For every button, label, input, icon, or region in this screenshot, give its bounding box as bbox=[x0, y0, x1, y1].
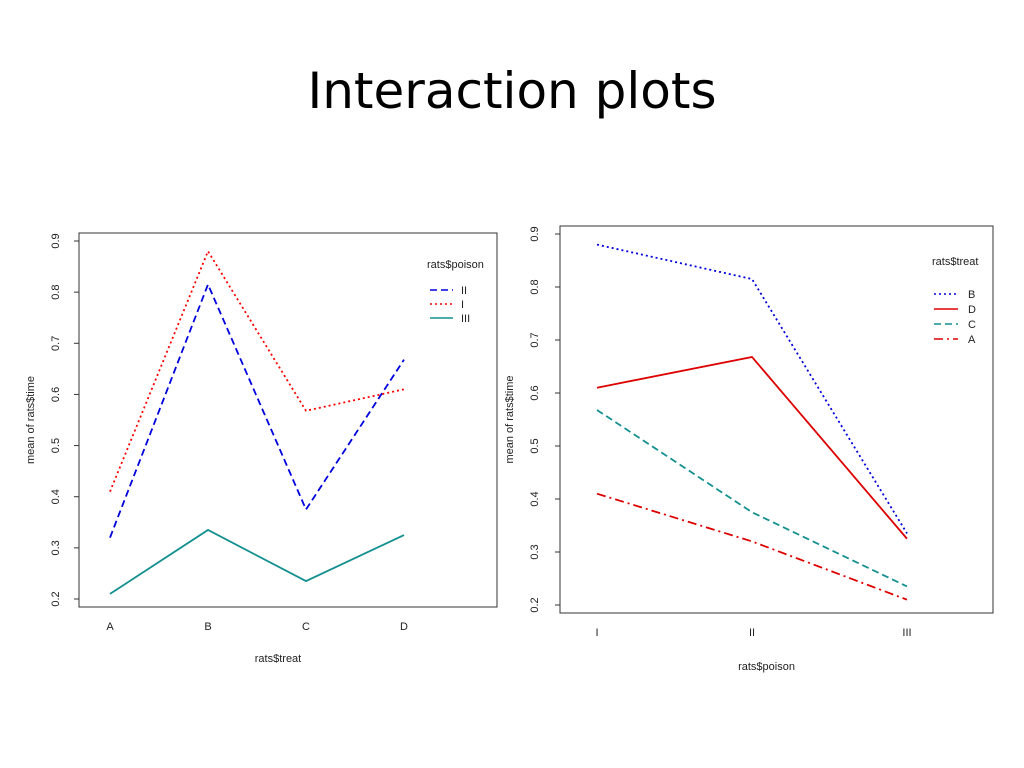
x-tick-label: B bbox=[204, 621, 211, 633]
x-tick-label: I bbox=[595, 627, 598, 639]
legend-label: II bbox=[461, 285, 467, 297]
series-line bbox=[596, 355, 908, 540]
y-axis-label: mean of rats$time bbox=[504, 375, 516, 463]
y-tick-label: 0.8 bbox=[529, 279, 541, 294]
series-line bbox=[596, 243, 908, 534]
y-tick-label: 0.6 bbox=[529, 385, 541, 400]
y-tick-label: 0.5 bbox=[50, 438, 62, 453]
y-tick-label: 0.4 bbox=[50, 489, 62, 504]
x-tick-label: II bbox=[749, 627, 755, 639]
slide-title: Interaction plots bbox=[307, 62, 717, 120]
y-tick-label: 0.7 bbox=[529, 332, 541, 347]
y-tick-label: 0.8 bbox=[50, 284, 62, 299]
y-tick-label: 0.2 bbox=[529, 597, 541, 612]
legend-label: I bbox=[461, 299, 464, 311]
x-tick-label: III bbox=[902, 627, 911, 639]
y-tick-label: 0.5 bbox=[529, 438, 541, 453]
y-tick-label: 0.7 bbox=[50, 336, 62, 351]
legend-label: A bbox=[968, 334, 976, 346]
legend-title: rats$treat bbox=[932, 256, 978, 268]
y-tick-label: 0.2 bbox=[50, 591, 62, 606]
legend-label: B bbox=[968, 289, 975, 301]
y-tick-label: 0.4 bbox=[529, 491, 541, 506]
legend-label: D bbox=[968, 304, 976, 316]
y-tick-label: 0.9 bbox=[529, 226, 541, 241]
x-tick-label: A bbox=[106, 621, 114, 633]
legend-title: rats$poison bbox=[427, 259, 484, 271]
x-tick-label: D bbox=[400, 621, 408, 633]
series-line bbox=[109, 282, 405, 538]
x-axis-label: rats$treat bbox=[255, 653, 301, 665]
legend-label: III bbox=[461, 313, 470, 325]
y-tick-label: 0.9 bbox=[50, 233, 62, 248]
x-tick-label: C bbox=[302, 621, 310, 633]
series-line bbox=[109, 528, 405, 595]
y-tick-label: 0.3 bbox=[50, 540, 62, 555]
series-line bbox=[596, 409, 908, 588]
legend-label: C bbox=[968, 319, 976, 331]
y-axis-label: mean of rats$time bbox=[25, 376, 37, 464]
y-tick-label: 0.6 bbox=[50, 387, 62, 402]
y-tick-label: 0.3 bbox=[529, 544, 541, 559]
series-line bbox=[596, 492, 908, 601]
plot-frame bbox=[559, 225, 994, 614]
x-axis-label: rats$poison bbox=[738, 661, 795, 673]
plot-frame bbox=[78, 232, 498, 608]
